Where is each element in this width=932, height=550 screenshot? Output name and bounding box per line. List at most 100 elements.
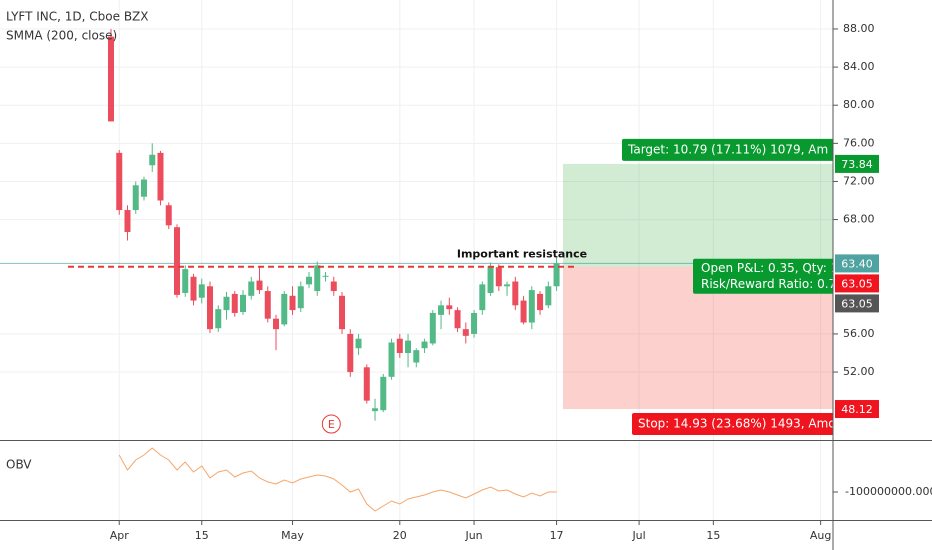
- candle-body: [421, 341, 428, 349]
- price-badge-label: 63.40: [841, 257, 873, 270]
- grid: [0, 0, 833, 520]
- x-tick-label: 20: [393, 529, 407, 542]
- x-tick-label: Jul: [631, 529, 645, 542]
- candle-body: [314, 265, 321, 292]
- candle-body: [471, 312, 478, 334]
- candle-body: [256, 280, 263, 291]
- candle-body: [537, 293, 544, 311]
- price-badge: [835, 274, 879, 293]
- x-tick-label: 17: [550, 529, 564, 542]
- candle-body: [182, 269, 189, 293]
- candle-body: [363, 367, 370, 401]
- candle-body: [198, 284, 205, 298]
- obv-label: OBV: [6, 458, 32, 472]
- x-tick-label: 15: [706, 529, 720, 542]
- candle-body: [107, 36, 114, 122]
- candle-body: [297, 286, 304, 309]
- obv-pane: [118, 447, 557, 512]
- stop-label: Stop: 14.93 (23.68%) 1493, Amo: [638, 417, 836, 431]
- candle-body: [446, 305, 453, 310]
- obv-tick-label: -100000000.0000: [845, 485, 932, 498]
- candle-body: [322, 275, 329, 277]
- candle-body: [339, 295, 346, 330]
- price-badge-label: 63.05: [841, 297, 873, 310]
- ratio-label: Risk/Reward Ratio: 0.7: [701, 277, 836, 291]
- candle-body: [140, 179, 147, 197]
- candle-body: [207, 286, 214, 330]
- target-label-box: [622, 138, 833, 161]
- y-tick-label: 84.00: [843, 60, 875, 73]
- candle-body: [487, 266, 494, 293]
- candle-body: [479, 284, 486, 311]
- candle-body: [330, 281, 337, 292]
- candle-body: [429, 312, 436, 344]
- candle-body: [149, 154, 156, 166]
- x-tick-label: 15: [195, 529, 209, 542]
- candle-body: [380, 376, 387, 411]
- y-tick-label: 52.00: [843, 365, 875, 378]
- pnl-label-box: [693, 258, 833, 294]
- candle-body: [231, 293, 238, 313]
- candle-body: [413, 350, 420, 363]
- candle-body: [124, 210, 131, 232]
- candle-body: [520, 300, 527, 323]
- price-badge: [835, 154, 879, 173]
- candle-body: [190, 276, 197, 301]
- candle-body: [504, 284, 511, 287]
- candle-body: [165, 205, 172, 226]
- candle-body: [264, 291, 271, 319]
- target-zone: [563, 163, 833, 267]
- price-badge: [835, 294, 879, 313]
- candle-body: [215, 309, 222, 329]
- price-badge-label: 63.05: [841, 277, 873, 290]
- candle-body: [240, 294, 247, 313]
- candle-body: [132, 185, 139, 211]
- earnings-label: E: [328, 418, 335, 431]
- candle-body: [116, 152, 123, 211]
- price-pane: Important resistance E Target: 10.79 (17.1…: [0, 28, 836, 436]
- price-badge-label: 48.12: [841, 403, 873, 416]
- stop-label-box: [632, 413, 833, 436]
- candle-body: [512, 281, 519, 306]
- price-badge: [835, 400, 879, 419]
- candle-body: [372, 408, 379, 412]
- candle-body: [355, 338, 362, 349]
- chart-title: LYFT INC, 1D, Cboe BZX: [6, 10, 149, 24]
- candle-body: [157, 152, 164, 201]
- x-tick-label: Aug: [810, 529, 831, 542]
- y-tick-label: 76.00: [843, 136, 875, 149]
- candle-body: [495, 267, 502, 287]
- candle-body: [405, 340, 412, 353]
- price-badge: [835, 254, 879, 273]
- candle-body: [273, 318, 280, 330]
- candle-body: [173, 227, 180, 295]
- candle-body: [396, 338, 403, 353]
- candle-body: [289, 295, 296, 311]
- candle-body: [454, 310, 461, 329]
- candle-body: [553, 263, 560, 287]
- candle-body: [248, 281, 255, 296]
- candle-body: [223, 296, 230, 311]
- y-tick-label: 56.00: [843, 327, 875, 340]
- candle-body: [281, 293, 288, 325]
- y-tick-label: 88.00: [843, 22, 875, 35]
- candle-body: [347, 333, 354, 373]
- y-tick-label: 68.00: [843, 213, 875, 226]
- candle-body: [438, 305, 445, 315]
- indicator-label: SMMA (200, close): [6, 29, 117, 43]
- candle-body: [528, 290, 535, 323]
- x-tick-label: Apr: [110, 529, 130, 542]
- y-tick-label: 72.00: [843, 174, 875, 187]
- candle-body: [462, 329, 469, 336]
- candle-body: [388, 342, 395, 377]
- obv-line: [118, 447, 557, 512]
- target-label: Target: 10.79 (17.11%) 1079, Am: [627, 142, 828, 156]
- earnings-marker: [321, 414, 341, 434]
- price-badge-label: 73.84: [841, 158, 873, 171]
- x-tick-label: May: [281, 529, 304, 542]
- resistance-label: Important resistance: [457, 248, 587, 261]
- x-tick-label: Jun: [464, 529, 482, 542]
- y-tick-label: 80.00: [843, 98, 875, 111]
